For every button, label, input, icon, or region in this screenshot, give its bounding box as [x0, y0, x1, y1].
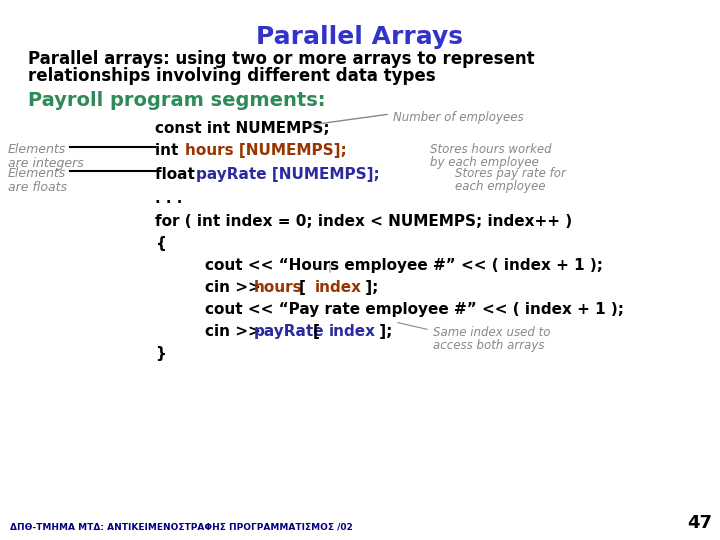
Text: Parallel Arrays: Parallel Arrays: [256, 25, 464, 49]
Text: {: {: [155, 236, 166, 251]
Text: Same index used to: Same index used to: [433, 326, 551, 339]
Text: Parallel arrays: using two or more arrays to represent: Parallel arrays: using two or more array…: [28, 50, 535, 68]
Text: Stores hours worked: Stores hours worked: [430, 143, 552, 156]
Text: Stores pay rate for: Stores pay rate for: [455, 167, 566, 180]
Text: 47: 47: [687, 514, 712, 532]
Text: ];: ];: [360, 280, 379, 295]
Text: are floats: are floats: [8, 181, 67, 194]
Text: Elements: Elements: [8, 167, 66, 180]
Text: ΔΠΘ-ΤΜΗΜΑ ΜΤΔ: ΑΝΤΙΚΕΙΜΕΝΟΣΤΡΑΦΗΣ ΠΡΟΓΡΑΜΜΑΤΙΣΜΟΣ /02: ΔΠΘ-ΤΜΗΜΑ ΜΤΔ: ΑΝΤΙΚΕΙΜΕΝΟΣΤΡΑΦΗΣ ΠΡΟΓΡΑ…: [10, 523, 353, 532]
Text: . . .: . . .: [155, 191, 182, 206]
Text: index: index: [315, 280, 362, 295]
Text: const int NUMEMPS;: const int NUMEMPS;: [155, 121, 330, 136]
Text: payRate: payRate: [254, 324, 325, 339]
Text: cout << “Hours employee #” << ( index + 1 );: cout << “Hours employee #” << ( index + …: [205, 258, 603, 273]
Text: int: int: [155, 143, 184, 158]
Text: payRate [NUMEMPS];: payRate [NUMEMPS];: [196, 167, 379, 182]
Text: float: float: [155, 167, 200, 182]
Text: hours: hours: [254, 280, 302, 295]
Text: }: }: [155, 346, 166, 361]
Text: are integers: are integers: [8, 157, 84, 170]
Text: [: [: [299, 280, 311, 295]
Text: [: [: [313, 324, 325, 339]
Text: access both arrays: access both arrays: [433, 339, 544, 352]
Text: by each employee: by each employee: [430, 156, 539, 169]
Text: each employee: each employee: [455, 180, 546, 193]
Text: hours [NUMEMPS];: hours [NUMEMPS];: [185, 143, 347, 158]
Text: ];: ];: [374, 324, 392, 339]
Text: Elements: Elements: [8, 143, 66, 156]
Text: relationships involving different data types: relationships involving different data t…: [28, 67, 436, 85]
Text: for ( int index = 0; index < NUMEMPS; index++ ): for ( int index = 0; index < NUMEMPS; in…: [155, 214, 572, 229]
Text: cout << “Pay rate employee #” << ( index + 1 );: cout << “Pay rate employee #” << ( index…: [205, 302, 624, 317]
Text: cin >>: cin >>: [205, 280, 266, 295]
Text: cin >>: cin >>: [205, 324, 266, 339]
Text: Number of employees: Number of employees: [393, 111, 523, 124]
Text: index: index: [329, 324, 376, 339]
Text: Payroll program segments:: Payroll program segments:: [28, 91, 325, 110]
